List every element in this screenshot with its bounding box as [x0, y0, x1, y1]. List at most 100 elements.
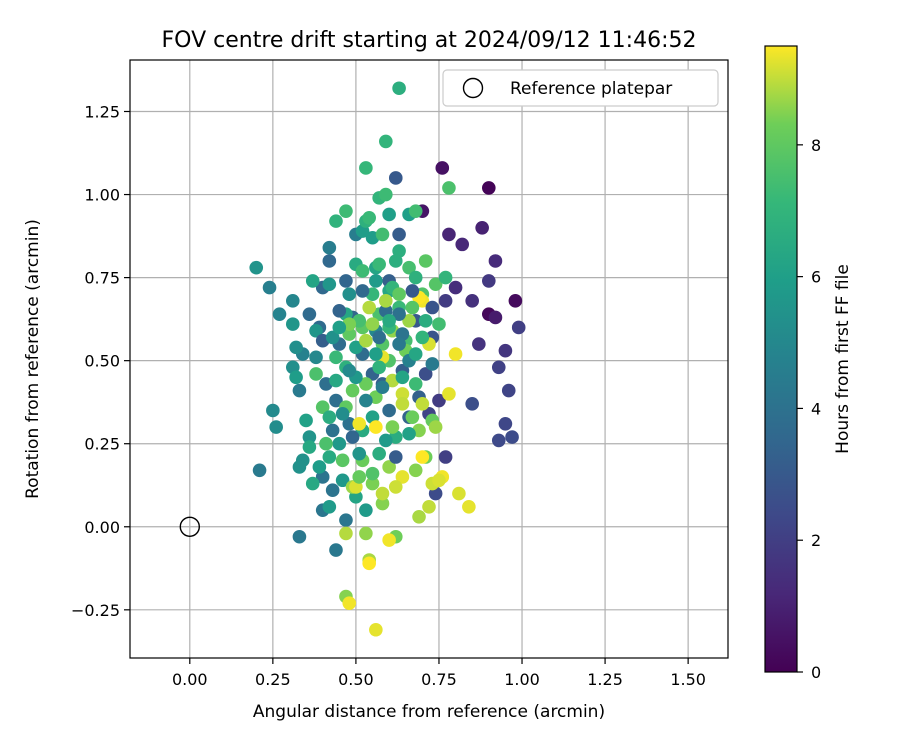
legend: Reference platepar — [442, 69, 719, 107]
scatter-point — [332, 436, 347, 451]
scatter-point — [402, 426, 416, 441]
scatter-point — [332, 320, 347, 335]
x-tick-label: 1.50 — [670, 670, 706, 689]
scatter-point — [465, 294, 479, 308]
scatter-point — [388, 480, 403, 494]
scatter-point — [309, 323, 323, 338]
scatter-point — [508, 294, 523, 308]
scatter-point — [442, 227, 456, 242]
scatter-point — [309, 367, 323, 381]
scatter-point — [395, 397, 410, 411]
legend-box — [442, 69, 719, 107]
scatter-point — [382, 460, 396, 474]
scatter-point — [438, 294, 453, 308]
scatter-point — [472, 337, 486, 351]
scatter-point — [435, 161, 450, 175]
scatter-point — [388, 450, 403, 464]
scatter-point — [322, 500, 337, 514]
x-axis-ticks: 0.00 0.25 0.50 0.75 1.00 1.25 1.50 — [172, 658, 706, 689]
y-axis-label: Rotation from reference (arcmin) — [23, 219, 43, 499]
y-tick-label: 0.00 — [84, 518, 120, 537]
scatter-point — [379, 134, 393, 149]
y-tick-label: −0.25 — [71, 601, 120, 620]
y-tick-label: 0.75 — [84, 269, 120, 288]
scatter-point — [289, 340, 303, 355]
scatter-point — [305, 476, 320, 491]
scatter-point — [359, 393, 373, 408]
scatter-point — [349, 340, 363, 355]
scatter-point — [412, 510, 426, 524]
scatter-point — [372, 257, 386, 272]
scatter-point — [285, 317, 300, 331]
scatter-point — [372, 446, 386, 461]
scatter-point — [362, 556, 377, 571]
scatter-point — [352, 416, 367, 431]
colorbar-tick-label: 2 — [811, 531, 821, 550]
scatter-point — [408, 463, 423, 478]
scatter-point — [428, 420, 443, 434]
scatter-point — [266, 403, 280, 418]
scatter-point — [292, 460, 307, 474]
scatter-point — [352, 446, 367, 461]
scatter-point — [402, 260, 416, 275]
scatter-point — [342, 327, 357, 341]
scatter-points — [249, 81, 526, 637]
scatter-point — [442, 387, 456, 401]
scatter-point — [408, 347, 423, 361]
scatter-point — [325, 483, 340, 498]
scatter-point — [335, 453, 350, 468]
scatter-point — [299, 413, 313, 428]
scatter-point — [379, 433, 393, 448]
scatter-point — [432, 317, 446, 331]
scatter-point — [408, 377, 423, 391]
scatter-point — [339, 526, 353, 541]
scatter-point — [342, 363, 357, 378]
scatter-point — [365, 466, 380, 481]
scatter-point — [302, 307, 317, 321]
scatter-point — [418, 367, 433, 381]
scatter-point — [465, 397, 479, 411]
scatter-point — [382, 403, 396, 418]
scatter-point — [362, 300, 377, 315]
scatter-point — [322, 254, 337, 268]
scatter-point — [452, 486, 466, 501]
scatter-point — [392, 337, 406, 351]
scatter-point — [322, 410, 337, 424]
y-tick-label: 0.25 — [84, 435, 120, 454]
legend-marker — [462, 77, 484, 99]
scatter-point — [428, 277, 443, 292]
scatter-point — [501, 383, 516, 398]
scatter-point — [369, 420, 383, 434]
scatter-point — [415, 330, 430, 345]
scatter-point — [302, 440, 317, 454]
scatter-point — [392, 227, 406, 242]
scatter-point — [302, 430, 317, 444]
scatter-point — [415, 450, 430, 464]
scatter-point — [498, 416, 513, 431]
scatter-point — [312, 460, 327, 474]
scatter-point — [332, 304, 347, 318]
scatter-point — [395, 387, 410, 401]
scatter-point — [365, 317, 380, 331]
scatter-point — [482, 274, 496, 288]
scatter-point — [262, 280, 277, 295]
scatter-point — [329, 373, 343, 388]
scatter-point — [379, 187, 393, 202]
scatter-point — [269, 420, 283, 434]
scatter-point — [432, 393, 446, 408]
scatter-point — [272, 307, 287, 321]
scatter-point — [372, 330, 386, 345]
scatter-point — [379, 294, 393, 308]
y-axis-ticks: −0.25 0.00 0.25 0.50 0.75 1.00 1.25 — [71, 102, 130, 620]
scatter-point — [408, 270, 423, 285]
scatter-point — [491, 360, 506, 375]
scatter-point — [482, 181, 496, 195]
scatter-point — [322, 450, 337, 464]
colorbar: 0 2 4 6 8 Hours from first FF file — [764, 45, 853, 682]
scatter-point — [392, 81, 406, 96]
scatter-point — [488, 254, 503, 268]
scatter-point — [285, 294, 300, 308]
scatter-point — [329, 350, 343, 365]
scatter-point — [388, 254, 403, 268]
